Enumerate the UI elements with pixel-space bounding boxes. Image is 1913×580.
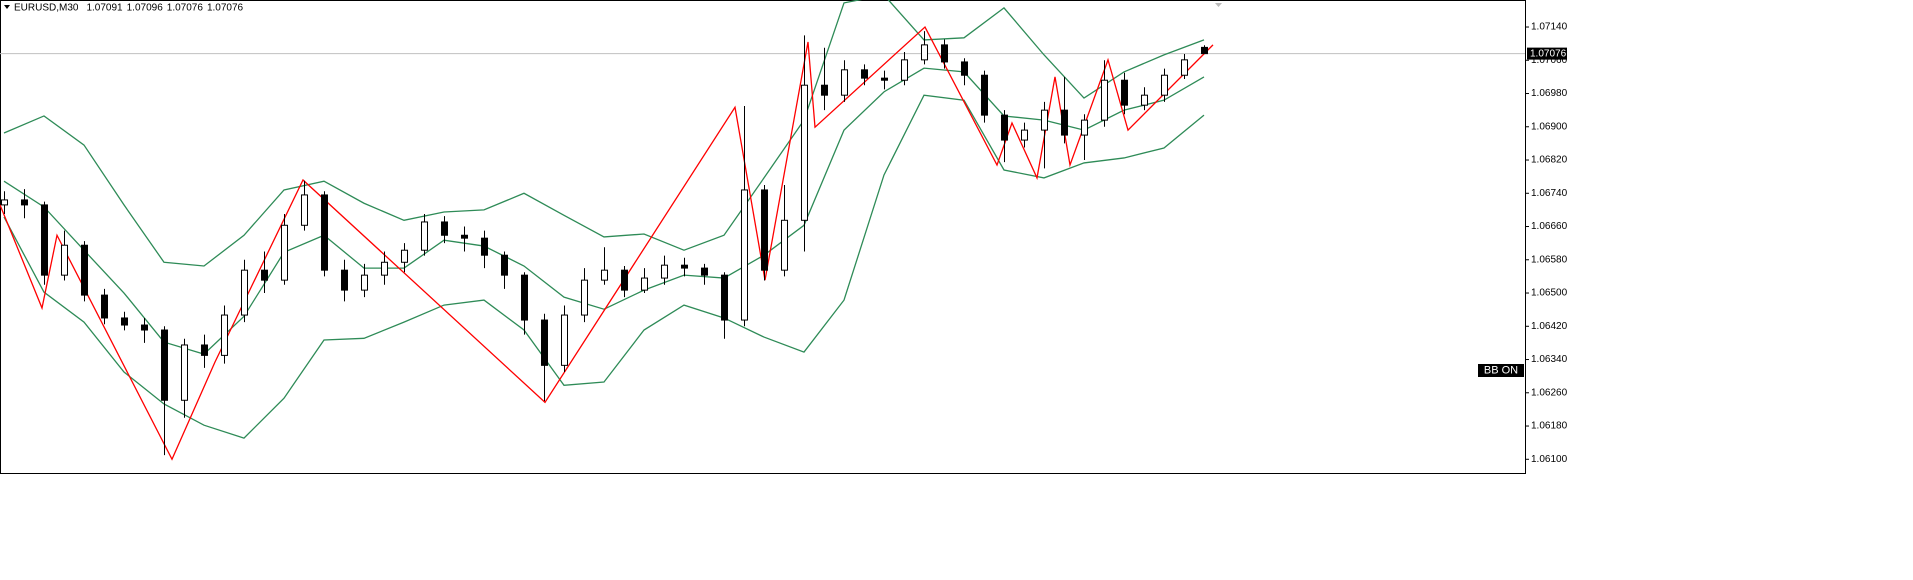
- y-tick-label: 1.07140: [1531, 22, 1568, 33]
- candle-body: [681, 264, 688, 269]
- candle-body: [1, 199, 8, 206]
- y-tick-label: 1.06500: [1531, 288, 1568, 299]
- y-tick-label: 1.06580: [1531, 254, 1568, 265]
- candle-body: [141, 324, 148, 331]
- candle-body: [161, 329, 168, 401]
- candle-body: [881, 77, 888, 81]
- y-tick-label: 1.06820: [1531, 155, 1568, 166]
- candle-body: [621, 269, 628, 291]
- y-tick-label: 1.06660: [1531, 221, 1568, 232]
- candle-body: [1141, 94, 1148, 106]
- candle-body: [241, 269, 248, 316]
- y-tick-label: 1.06180: [1531, 421, 1568, 432]
- candle-body: [701, 267, 708, 276]
- candle-body: [1101, 79, 1108, 121]
- candle-body: [861, 69, 868, 79]
- y-tick-label: 1.06340: [1531, 354, 1568, 365]
- y-tick-label: 1.06420: [1531, 321, 1568, 332]
- ohlc-header: 1.07091 1.07096 1.07076 1.07076: [86, 3, 243, 14]
- candle-body: [461, 234, 468, 239]
- candle-body: [961, 61, 968, 76]
- candle-body: [721, 274, 728, 321]
- candle-body: [201, 344, 208, 356]
- candle-body: [541, 319, 548, 366]
- candle-body: [421, 221, 428, 251]
- candle-body: [981, 74, 988, 116]
- candle-body: [661, 264, 668, 279]
- candle-body: [1021, 129, 1028, 141]
- candle-body: [1161, 74, 1168, 96]
- candle-body: [401, 249, 408, 263]
- candle-body: [1061, 109, 1068, 136]
- candle-body: [61, 244, 68, 276]
- candle-body: [581, 279, 588, 316]
- chart-title: EURUSD,M30: [14, 3, 79, 14]
- candle-body: [1201, 46, 1208, 55]
- candle-body: [741, 189, 748, 321]
- candle-body: [801, 84, 808, 221]
- candle-body: [561, 314, 568, 366]
- candle-body: [941, 44, 948, 63]
- candle-body: [1121, 79, 1128, 106]
- y-tick-label: 1.06980: [1531, 88, 1568, 99]
- candle-body: [341, 269, 348, 291]
- candle-body: [521, 274, 528, 321]
- zigzag-line: [0, 25, 1214, 461]
- shift-marker: [1215, 3, 1222, 7]
- candle-body: [441, 221, 448, 236]
- band-line: [3, 94, 1205, 439]
- candle-body: [361, 274, 368, 291]
- candle-body: [781, 219, 788, 271]
- candle-body: [841, 69, 848, 96]
- candle-body: [221, 314, 228, 356]
- ohlc-value: 1.07096: [127, 3, 164, 14]
- candle-body: [1081, 119, 1088, 136]
- candle-body: [281, 224, 288, 281]
- candle-body: [101, 294, 108, 319]
- candle-body: [381, 261, 388, 276]
- ohlc-value: 1.07091: [86, 3, 123, 14]
- price-label: 1.07076: [1530, 48, 1567, 59]
- y-tick-label: 1.07060: [1531, 55, 1568, 66]
- candle-body: [481, 237, 488, 256]
- price-label-bg: [1527, 47, 1567, 60]
- candle-body: [41, 204, 48, 276]
- candle-body: [1041, 109, 1048, 131]
- ohlc-value: 1.07076: [207, 3, 244, 14]
- candle-body: [261, 269, 268, 281]
- candle-body: [121, 317, 128, 326]
- candle-body: [901, 59, 908, 81]
- plot-area: [0, 0, 1525, 461]
- band-line: [3, 0, 1205, 267]
- y-tick-label: 1.06260: [1531, 387, 1568, 398]
- y-tick-label: 1.06900: [1531, 121, 1568, 132]
- badge-label: BB ON: [1484, 364, 1518, 376]
- candle-body: [21, 199, 28, 206]
- candle-body: [601, 269, 608, 281]
- y-tick-label: 1.06100: [1531, 454, 1568, 465]
- candle-body: [181, 344, 188, 401]
- candle-body: [81, 244, 88, 296]
- candle-body: [761, 189, 768, 271]
- candle-body: [641, 277, 648, 291]
- collapse-arrow[interactable]: [4, 5, 10, 9]
- ohlc-value: 1.07076: [167, 3, 204, 14]
- candle-body: [321, 194, 328, 271]
- candle-body: [301, 194, 308, 226]
- candle-body: [921, 44, 928, 61]
- candle-body: [1181, 59, 1188, 76]
- candle-body: [1001, 114, 1008, 141]
- candle-body: [501, 254, 508, 276]
- y-tick-label: 1.06740: [1531, 188, 1568, 199]
- candle-body: [821, 84, 828, 96]
- badge-bg: [1478, 364, 1524, 377]
